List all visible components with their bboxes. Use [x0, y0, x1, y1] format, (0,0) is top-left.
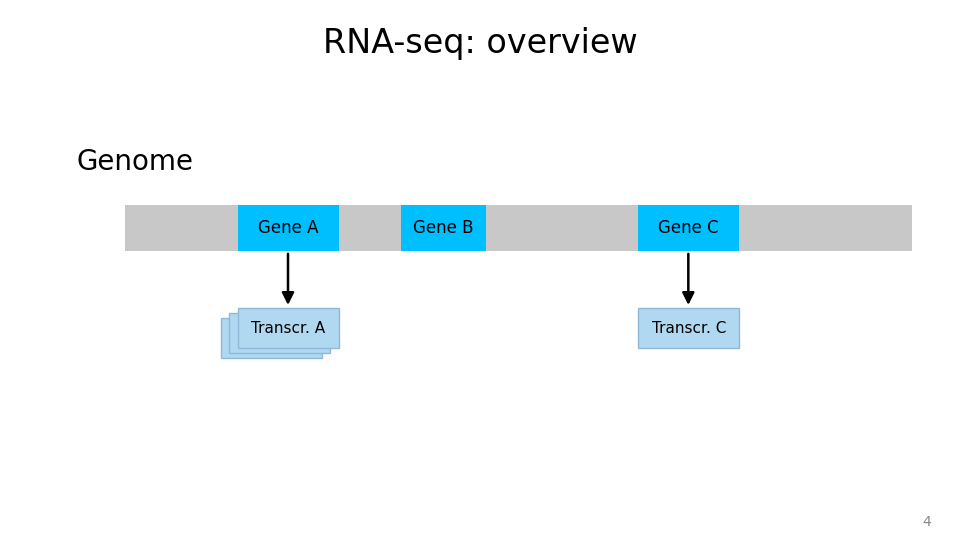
Bar	[238, 308, 339, 348]
Bar	[229, 313, 330, 353]
Bar	[125, 205, 912, 251]
Bar	[638, 205, 739, 251]
Text: Transcr. C: Transcr. C	[652, 321, 726, 335]
Bar	[221, 318, 322, 358]
Text: Genome: Genome	[77, 148, 194, 176]
Text: Gene B: Gene B	[413, 219, 474, 237]
Bar	[401, 205, 486, 251]
Bar	[238, 205, 339, 251]
Text: Gene C: Gene C	[659, 219, 719, 237]
Text: Transcr. A: Transcr. A	[252, 321, 325, 335]
Text: Gene A: Gene A	[258, 219, 319, 237]
Bar	[638, 308, 739, 348]
Text: 4: 4	[923, 515, 931, 529]
Text: RNA-seq: overview: RNA-seq: overview	[323, 27, 637, 60]
